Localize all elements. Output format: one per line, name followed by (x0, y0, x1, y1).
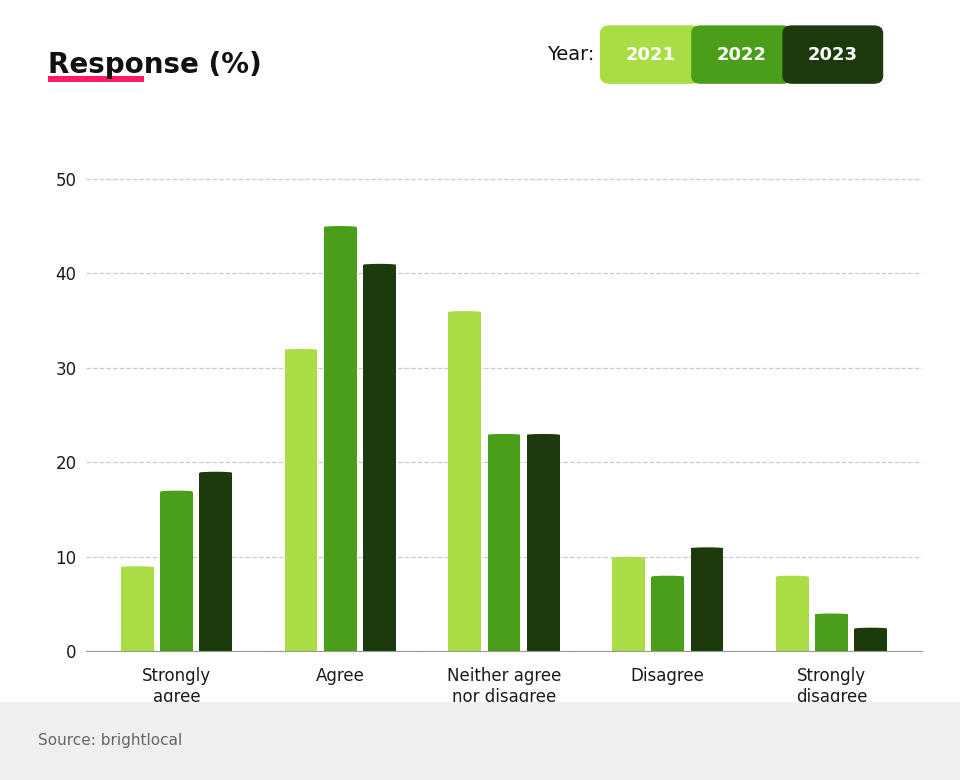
Bar (883, 724, 897, 760)
Text: 2021: 2021 (625, 45, 676, 64)
Circle shape (854, 628, 887, 629)
Bar (200, 473, 232, 651)
Circle shape (363, 264, 396, 266)
Bar (776, 576, 808, 651)
Circle shape (527, 434, 560, 436)
Bar (854, 629, 887, 651)
Circle shape (284, 349, 318, 351)
Bar (527, 435, 560, 651)
Bar (847, 757, 860, 766)
Text: Year:: Year: (547, 45, 594, 64)
Circle shape (488, 434, 520, 436)
Bar (847, 724, 860, 760)
Bar (121, 567, 154, 651)
Circle shape (324, 226, 356, 228)
Circle shape (448, 311, 481, 313)
Bar (652, 576, 684, 651)
Polygon shape (847, 724, 897, 760)
Bar (448, 312, 481, 651)
Text: Source: brightlocal: Source: brightlocal (38, 733, 182, 749)
Circle shape (200, 472, 232, 473)
Circle shape (690, 548, 724, 549)
Circle shape (776, 576, 808, 577)
Bar (612, 558, 645, 651)
Bar (160, 491, 193, 651)
Circle shape (815, 614, 848, 615)
Circle shape (121, 566, 154, 568)
FancyBboxPatch shape (833, 708, 914, 774)
Circle shape (160, 491, 193, 492)
Bar (363, 264, 396, 651)
Text: 2023: 2023 (807, 45, 858, 64)
Bar (284, 350, 318, 651)
Bar (488, 435, 520, 651)
Bar (690, 548, 724, 651)
Circle shape (652, 576, 684, 577)
Circle shape (612, 557, 645, 558)
Text: 2022: 2022 (716, 45, 767, 64)
Bar (815, 615, 848, 651)
Bar (324, 227, 356, 651)
Text: Response (%): Response (%) (48, 51, 262, 79)
